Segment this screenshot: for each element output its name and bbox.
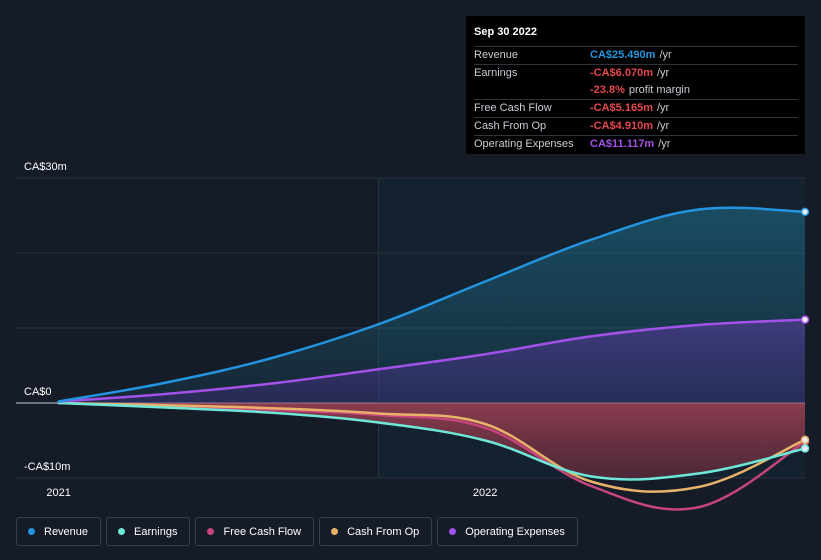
tooltip-row: Revenue CA$25.490m/yr <box>474 46 798 64</box>
marker-operating-expenses <box>800 315 810 324</box>
legend-dot-icon <box>331 528 339 535</box>
tooltip-row-label: Revenue <box>474 49 519 61</box>
tooltip-row: -23.8% profit margin <box>474 82 798 99</box>
line-earnings <box>57 401 807 481</box>
legend-dot-icon <box>28 528 35 535</box>
marker-revenue <box>800 207 810 217</box>
tooltip-row-unit: /yr <box>656 67 670 79</box>
line-operating-expenses <box>57 318 807 403</box>
x-tick-label: 2022 <box>473 487 497 499</box>
tooltip-row: Cash From Op -CA$4.910m/yr <box>474 117 798 135</box>
legend-label: Free Cash Flow <box>223 525 302 538</box>
tooltip-panel: Sep 30 2022 Revenue CA$25.490m/yr Earnings… <box>466 16 805 154</box>
legend-label: Cash From Op <box>347 525 420 538</box>
legend-item-revenue[interactable]: Revenue <box>16 517 102 546</box>
tooltip-row: Operating Expenses CA$11.117m/yr <box>474 135 798 153</box>
legend-label: Earnings <box>134 525 178 538</box>
tooltip-row-value: CA$11.117m <box>590 138 655 150</box>
tooltip-row: Earnings -CA$6.070m/yr <box>474 64 798 82</box>
y-tick-label: CA$30m <box>24 161 67 173</box>
legend-dot-icon <box>118 528 126 535</box>
tooltip-row-value: CA$25.490m <box>590 49 656 61</box>
tooltip-row-label: Earnings <box>474 67 518 79</box>
line-revenue <box>57 206 807 403</box>
legend-label: Revenue <box>44 525 89 538</box>
legend-item-earnings[interactable]: Earnings <box>106 517 191 546</box>
legend-dot-icon <box>449 528 457 535</box>
tooltip-row-unit: /yr <box>656 102 670 114</box>
tooltip-row-unit: /yr <box>659 49 672 61</box>
tooltip-row-label <box>474 82 590 99</box>
y-tick-label: -CA$10m <box>24 461 70 473</box>
tooltip-row-value: -CA$4.910m <box>590 120 653 132</box>
tooltip-row-value: -23.8% <box>590 84 625 96</box>
y-tick-label: CA$0 <box>24 386 52 398</box>
tooltip-row-value: -CA$6.070m <box>590 67 653 79</box>
tooltip-row: Free Cash Flow -CA$5.165m/yr <box>474 99 798 117</box>
x-tick-label: 2021 <box>46 487 70 499</box>
area-earnings <box>58 403 806 480</box>
marker-cash-from-op <box>800 435 810 445</box>
tooltip-row-label: Cash From Op <box>474 120 547 132</box>
tooltip-row-unit: /yr <box>656 120 670 132</box>
tooltip-row-label: Free Cash Flow <box>474 102 552 114</box>
tooltip-row-label: Operating Expenses <box>474 138 574 150</box>
marker-earnings <box>800 444 810 453</box>
tooltip-date: Sep 30 2022 <box>474 26 537 38</box>
tooltip-row-unit: profit margin <box>628 84 690 96</box>
legend-item-cash-from-op[interactable]: Cash From Op <box>319 517 433 546</box>
line-cash-from-op <box>57 401 807 493</box>
legend-item-free-cash-flow[interactable]: Free Cash Flow <box>195 517 315 546</box>
legend-item-operating-expenses[interactable]: Operating Expenses <box>437 517 578 546</box>
area-operating-expenses <box>58 319 806 403</box>
tooltip-row-value: -CA$5.165m <box>590 102 653 114</box>
tooltip-row-unit: /yr <box>658 138 671 150</box>
chart-legend: Revenue Earnings Free Cash Flow Cash From O… <box>16 517 583 546</box>
legend-dot-icon <box>207 528 215 535</box>
legend-label: Operating Expenses <box>465 525 565 538</box>
